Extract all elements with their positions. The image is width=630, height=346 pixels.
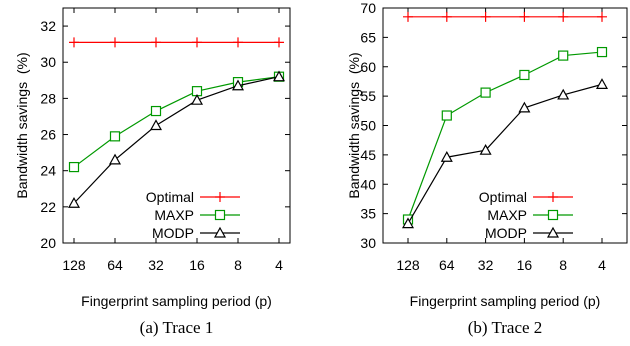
x-tick-label: 32 bbox=[478, 257, 494, 273]
data-point bbox=[110, 37, 120, 48]
data-point bbox=[274, 37, 284, 48]
x-tick-label: 16 bbox=[189, 257, 205, 273]
data-point bbox=[401, 217, 415, 229]
series-maxp bbox=[68, 71, 285, 173]
data-point bbox=[108, 153, 122, 165]
y-tick-label: 70 bbox=[360, 0, 376, 16]
legend-marker bbox=[215, 192, 225, 202]
data-point bbox=[480, 87, 491, 98]
y-tick-label: 35 bbox=[360, 206, 376, 222]
data-point bbox=[480, 11, 491, 22]
x-tick-label: 8 bbox=[559, 257, 567, 273]
data-point bbox=[69, 37, 79, 48]
legend-label: MAXP bbox=[154, 207, 194, 223]
x-tick-label: 8 bbox=[234, 257, 242, 273]
data-point bbox=[557, 88, 570, 100]
legend-entry-maxp: MAXP bbox=[154, 207, 240, 223]
data-point bbox=[479, 143, 492, 155]
data-point bbox=[149, 119, 163, 131]
x-tick-label: 128 bbox=[62, 257, 86, 273]
series-line bbox=[407, 51, 603, 220]
y-tick-label: 30 bbox=[40, 54, 56, 70]
legend-entry-optimal: Optimal bbox=[146, 189, 240, 205]
legend-label: MAXP bbox=[487, 207, 527, 223]
data-point bbox=[233, 37, 243, 48]
plot-frame bbox=[62, 7, 291, 244]
data-point bbox=[272, 70, 286, 82]
data-point bbox=[441, 11, 452, 22]
y-tick-label: 32 bbox=[40, 18, 56, 34]
data-point bbox=[441, 110, 452, 121]
data-point bbox=[518, 101, 531, 113]
legend-marker bbox=[548, 192, 558, 202]
legend-label: MODP bbox=[485, 225, 527, 241]
data-point bbox=[519, 11, 530, 22]
y-tick-label: 40 bbox=[360, 176, 376, 192]
legend-marker bbox=[214, 209, 226, 221]
x-tick-label: 128 bbox=[396, 257, 420, 273]
data-point bbox=[190, 93, 204, 105]
legend-marker bbox=[213, 226, 227, 238]
series-modp bbox=[401, 78, 609, 229]
y-tick-label: 26 bbox=[40, 127, 56, 143]
y-tick-label: 60 bbox=[360, 59, 376, 75]
legend-label: Optimal bbox=[146, 189, 194, 205]
y-tick-label: 30 bbox=[360, 235, 376, 251]
legend-entry-optimal: Optimal bbox=[479, 189, 573, 205]
y-tick-label: 24 bbox=[40, 163, 56, 179]
chart-panel-a: 20 22 24 26 28 30 32 128 64 32 16 8 4 Bandwidth savin… bbox=[14, 7, 291, 337]
data-point bbox=[109, 131, 121, 142]
y-axis-label: Bandwidth savings (%) bbox=[14, 52, 30, 198]
x-tick-label: 64 bbox=[107, 257, 123, 273]
data-point bbox=[67, 196, 81, 208]
y-axis-label: Bandwidth savings (%) bbox=[346, 52, 362, 198]
series-modp bbox=[67, 70, 286, 208]
figure-caption: (a) Trace 1 bbox=[140, 318, 214, 337]
y-tick-label: 45 bbox=[360, 147, 376, 163]
data-point bbox=[596, 46, 608, 58]
y-tick-label: 55 bbox=[360, 88, 376, 104]
data-point bbox=[231, 79, 245, 91]
series-line bbox=[73, 76, 280, 168]
x-axis-label: Fingerprint sampling period (p) bbox=[81, 293, 272, 309]
x-tick-label: 4 bbox=[275, 257, 283, 273]
x-axis-label: Fingerprint sampling period (p) bbox=[410, 293, 601, 309]
legend-marker bbox=[546, 226, 560, 238]
x-tick-label: 32 bbox=[148, 257, 164, 273]
y-tick-label: 20 bbox=[40, 235, 56, 251]
data-point bbox=[151, 37, 161, 48]
data-point bbox=[595, 78, 609, 89]
data-point bbox=[440, 150, 453, 162]
x-tick-label: 64 bbox=[439, 257, 455, 273]
data-point bbox=[558, 50, 569, 61]
legend-entry-maxp: MAXP bbox=[487, 207, 573, 223]
legend-label: Optimal bbox=[479, 189, 527, 205]
series-line bbox=[73, 76, 280, 204]
y-tick-label: 65 bbox=[360, 29, 376, 45]
data-point bbox=[519, 69, 530, 81]
series-optimal bbox=[69, 37, 284, 48]
legend-entry-modp: MODP bbox=[485, 225, 573, 241]
y-tick-label: 28 bbox=[40, 90, 56, 106]
legend-entry-modp: MODP bbox=[152, 225, 240, 241]
data-point bbox=[68, 161, 80, 173]
data-point bbox=[150, 105, 162, 117]
data-point bbox=[403, 11, 413, 22]
figure-caption: (b) Trace 2 bbox=[468, 318, 543, 337]
data-point bbox=[192, 37, 202, 48]
data-point bbox=[558, 11, 569, 22]
series-optimal bbox=[403, 11, 607, 22]
legend-marker bbox=[547, 209, 559, 221]
chart-panel-b: 30 35 40 45 50 55 60 65 70 128 64 32 16 8 4 Bandwidth s… bbox=[346, 0, 628, 337]
x-tick-label: 4 bbox=[598, 257, 606, 273]
y-tick-label: 22 bbox=[40, 199, 56, 215]
data-point bbox=[597, 11, 607, 22]
legend-label: MODP bbox=[152, 225, 194, 241]
y-tick-label: 50 bbox=[360, 118, 376, 134]
x-tick-label: 16 bbox=[517, 257, 533, 273]
series-line bbox=[407, 83, 603, 224]
